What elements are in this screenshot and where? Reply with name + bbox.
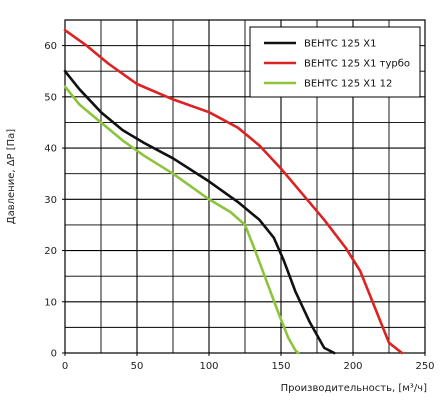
x-tick-label: 200 [343, 361, 362, 372]
y-tick-label: 0 [51, 349, 57, 360]
x-tick-label: 0 [62, 361, 68, 372]
x-axis-ticks: 0 50 100 150 200 250 [62, 353, 435, 372]
legend-label-2: ВЕНТС 125 Х1 турбо [304, 59, 410, 70]
y-tick-label: 10 [44, 297, 57, 308]
x-tick-label: 250 [415, 361, 434, 372]
x-tick-label: 100 [199, 361, 218, 372]
y-tick-label: 60 [44, 41, 57, 52]
series-line-2 [63, 28, 404, 355]
y-tick-label: 50 [44, 92, 57, 103]
y-tick-label: 40 [44, 144, 57, 155]
legend-label-3: ВЕНТС 125 Х1 12 [304, 79, 392, 90]
plot-frame [64, 19, 426, 354]
legend: ВЕНТС 125 Х1 ВЕНТС 125 Х1 турбо ВЕНТС 125 … [249, 26, 421, 98]
series-line-1 [63, 69, 336, 355]
x-tick-label: 150 [271, 361, 290, 372]
y-axis-ticks: 0 10 20 30 40 50 60 [44, 41, 65, 360]
series-layer [63, 28, 404, 355]
x-tick-label: 50 [131, 361, 144, 372]
y-tick-label: 20 [44, 246, 57, 257]
series-line-3 [63, 85, 300, 355]
y-tick-label: 30 [44, 195, 57, 206]
legend-label-1: ВЕНТС 125 Х1 [304, 39, 376, 50]
x-axis-label: Производительность, [м³/ч] [281, 383, 427, 394]
y-axis-label: Давление, ΔР [Па] [6, 129, 17, 225]
